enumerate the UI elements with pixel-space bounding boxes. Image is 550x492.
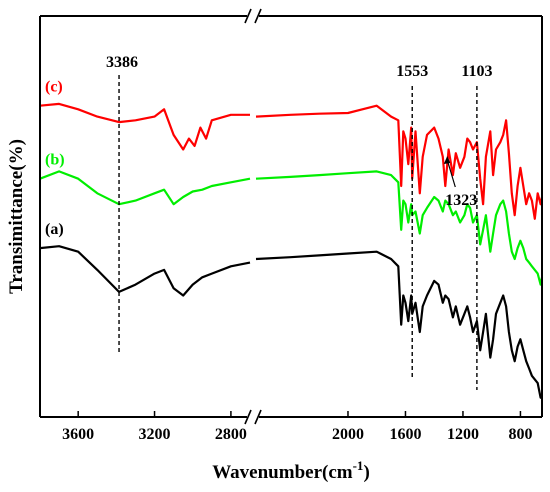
axis-break-mark [254, 8, 262, 24]
axes-group: 3600 3200 2800 2000 1600 1200 800 Wavenumber(cm… [6, 8, 543, 483]
x-axis-label: Wavenumber(cm-1) [212, 458, 370, 483]
annotation-arrow [446, 159, 456, 188]
series-line-b-seg1 [255, 170, 544, 286]
annotation-label: 1103 [461, 63, 492, 80]
x-tick-label: 1600 [389, 426, 421, 443]
series-line-b-seg0 [39, 170, 251, 206]
series-group: (c) (b) (a) [39, 79, 544, 399]
series-label: (a) [45, 221, 64, 238]
x-tick-label: 3600 [62, 426, 94, 443]
axis-break-mark [244, 409, 252, 425]
series-line-a-seg0 [39, 245, 251, 297]
y-axis-label: Transimittance(%) [6, 139, 27, 294]
x-tick-label: 2000 [332, 426, 364, 443]
x-tick-label: 3200 [139, 426, 171, 443]
annotation-label: 1323 [445, 192, 477, 209]
annotation-label: 1553 [396, 63, 428, 80]
annotation-arrowhead [443, 156, 451, 164]
axis-break-mark [244, 8, 252, 24]
x-tick-label: 800 [508, 426, 532, 443]
series-line-c-seg0 [39, 102, 250, 151]
series-line-c-seg1 [255, 104, 544, 220]
x-tick-label: 1200 [447, 426, 479, 443]
series-line-a-seg1 [255, 250, 544, 399]
x-tick-label: 2800 [215, 426, 247, 443]
annotation-label: 3386 [106, 54, 138, 71]
axis-break-mark [254, 409, 262, 425]
annotations-group: 3386 1553 1103 1323 [106, 54, 492, 390]
series-label: (c) [45, 79, 63, 96]
series-label: (b) [45, 152, 65, 169]
